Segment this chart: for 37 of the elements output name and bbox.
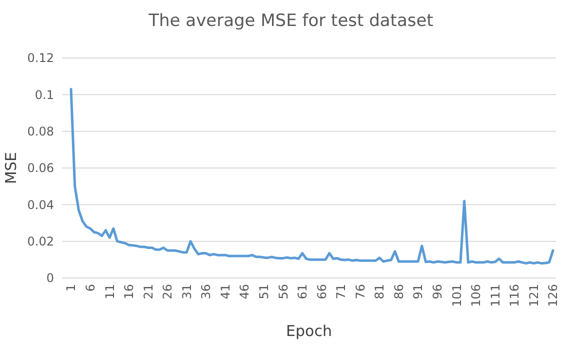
x-axis-title: Epoch — [286, 322, 332, 340]
y-tick-label: 0.06 — [27, 161, 54, 176]
x-tick-label: 106 — [469, 284, 484, 307]
x-tick-label: 111 — [488, 284, 502, 307]
x-tick-label: 56 — [276, 284, 290, 300]
y-tick-label: 0.12 — [27, 51, 54, 66]
x-tick-label: 1 — [64, 284, 78, 292]
x-tick-label: 91 — [411, 284, 426, 300]
x-tick-label: 81 — [372, 284, 387, 300]
x-tick-label: 86 — [392, 284, 406, 300]
line-series — [70, 88, 554, 265]
y-tick-label: 0.08 — [27, 124, 54, 139]
y-tick-label: 0.04 — [27, 198, 54, 212]
x-tick-label: 11 — [102, 284, 117, 300]
y-tick-label: 0 — [46, 271, 54, 286]
x-tick-label: 126 — [546, 284, 560, 307]
x-tick-label: 21 — [141, 284, 156, 300]
x-tick-label: 46 — [238, 284, 252, 300]
x-tick-label: 6 — [83, 284, 98, 292]
x-tick-label: 36 — [199, 284, 214, 300]
y-tick-label: 0.02 — [27, 234, 54, 249]
x-tick-label: 76 — [353, 284, 368, 300]
x-tick-label: 96 — [430, 284, 445, 300]
x-tick-label: 121 — [526, 284, 541, 307]
x-tick-label: 61 — [296, 284, 310, 300]
chart-title: The average MSE for test dataset — [148, 11, 434, 31]
x-tick-label: 66 — [314, 284, 329, 300]
y-tick-label: 0.1 — [34, 88, 54, 102]
x-tick-label: 116 — [508, 284, 522, 307]
x-tick-label: 101 — [450, 284, 464, 307]
x-tick-label: 41 — [218, 284, 232, 300]
x-tick-label: 31 — [180, 284, 194, 300]
x-tick-label: 51 — [257, 284, 271, 300]
x-tick-label: 16 — [122, 284, 136, 300]
x-tick-label: 26 — [160, 284, 175, 300]
y-axis-title: MSE — [2, 152, 20, 184]
x-tick-label: 71 — [334, 284, 348, 300]
